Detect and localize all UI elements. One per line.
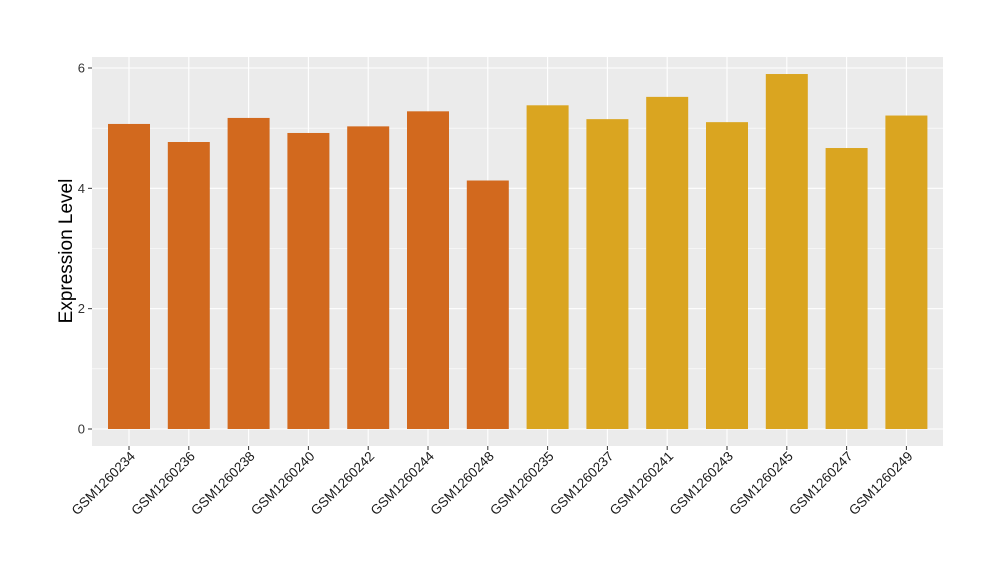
plot-panel xyxy=(92,57,943,446)
bar-GSM1260236 xyxy=(167,142,210,429)
bar-GSM1260240 xyxy=(287,132,330,430)
bar-GSM1260237 xyxy=(586,119,629,430)
y-tick-label: 4 xyxy=(78,181,85,196)
y-axis: 0 2 4 6 xyxy=(78,61,92,437)
bar-GSM1260238 xyxy=(227,117,270,430)
bar-GSM1260241 xyxy=(646,96,689,429)
bar-GSM1260242 xyxy=(347,126,390,429)
x-axis: GSM1260234GSM1260236GSM1260238GSM1260240… xyxy=(69,446,916,518)
y-tick-label: 6 xyxy=(78,61,85,76)
y-axis-title: Expression Level xyxy=(56,179,77,324)
y-tick-label: 2 xyxy=(78,301,85,316)
y-tick-label: 0 xyxy=(78,422,85,437)
bar-GSM1260235 xyxy=(526,105,569,429)
bar-GSM1260234 xyxy=(108,123,150,429)
bar-GSM1260249 xyxy=(885,115,928,429)
x-tick-label: GSM1260249 xyxy=(846,449,916,519)
bar-GSM1260244 xyxy=(407,111,449,429)
bar-GSM1260243 xyxy=(706,122,748,430)
bar-GSM1260247 xyxy=(825,148,868,429)
bar-GSM1260245 xyxy=(765,74,808,430)
bar-GSM1260248 xyxy=(466,180,509,429)
bars xyxy=(108,74,928,430)
